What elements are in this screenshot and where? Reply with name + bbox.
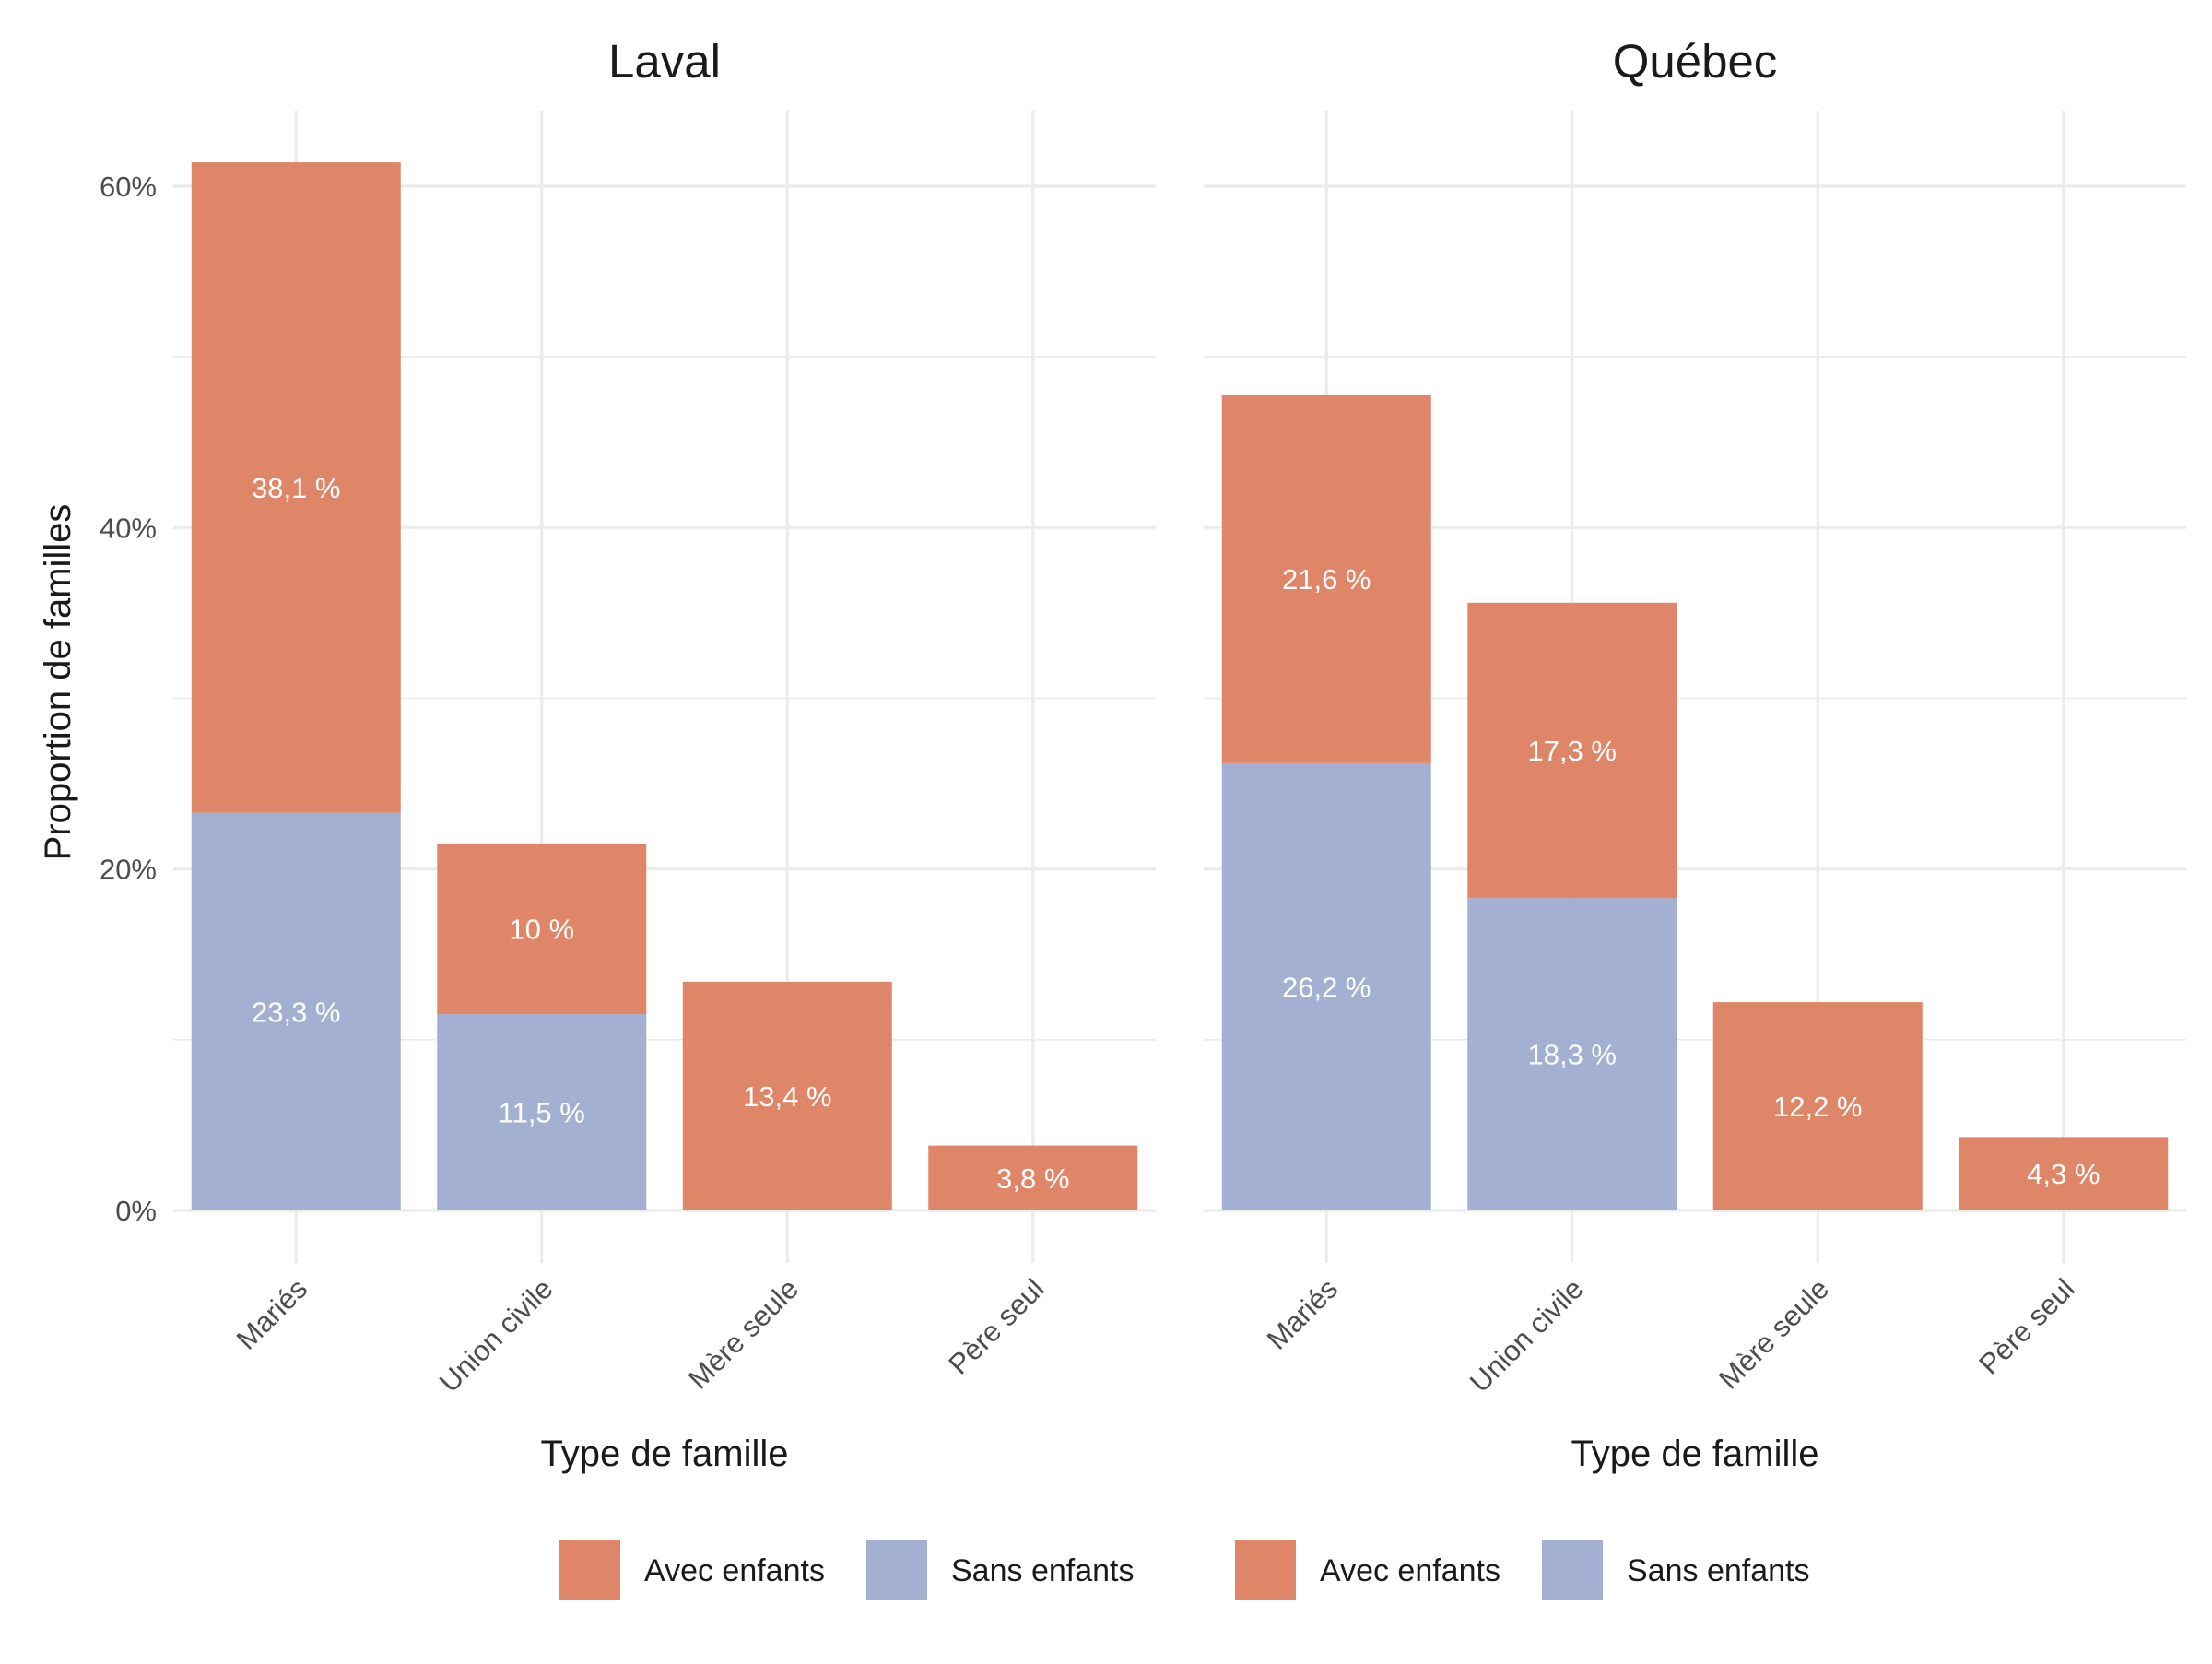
legend-swatch-1-sans-enfants bbox=[866, 1540, 927, 1600]
y-tick-label-40: 40% bbox=[100, 512, 157, 544]
legend-label-2-sans-enfants: Sans enfants bbox=[1627, 1553, 1809, 1588]
legend-layer: Avec enfants Sans enfants Avec enfants Sans… bbox=[559, 1540, 1809, 1600]
legend-label-2-avec-enfants: Avec enfants bbox=[1320, 1553, 1500, 1588]
x-tick-label-laval-pere-seul: Père seul bbox=[942, 1272, 1050, 1380]
y-axis-title: Proportion de familles bbox=[38, 504, 78, 861]
x-tick-label-laval-union-civile: Union civile bbox=[433, 1272, 559, 1398]
y-tick-label-0: 0% bbox=[115, 1195, 157, 1227]
panel-title-laval: Laval bbox=[608, 35, 721, 88]
bar-label-laval-pere-seul-avec-enfants: 3,8 % bbox=[996, 1162, 1069, 1195]
bar-quebec-maries-sans-enfants bbox=[1221, 762, 1431, 1210]
bar-label-quebec-union-civile-sans-enfants: 18,3 % bbox=[1527, 1039, 1617, 1071]
bar-label-quebec-mere-seule-avec-enfants: 12,2 % bbox=[1773, 1091, 1863, 1123]
x-axis-title-quebec: Type de famille bbox=[1571, 1434, 1818, 1474]
bar-quebec-mere-seule-avec-enfants bbox=[1712, 1002, 1923, 1210]
bar-laval-union-civile-avec-enfants bbox=[437, 843, 647, 1015]
x-tick-label-quebec-mere-seule: Mère seule bbox=[1712, 1272, 1835, 1395]
panel-title-quebec: Québec bbox=[1613, 35, 1778, 88]
bar-quebec-union-civile-avec-enfants bbox=[1467, 602, 1677, 899]
bar-label-quebec-maries-avec-enfants: 21,6 % bbox=[1282, 563, 1371, 596]
x-axis-title-laval: Type de famille bbox=[540, 1434, 788, 1474]
legend-label-1-avec-enfants: Avec enfants bbox=[644, 1553, 825, 1588]
bar-laval-maries-sans-enfants bbox=[191, 812, 401, 1210]
legend-swatch-1-avec-enfants bbox=[559, 1540, 620, 1600]
bar-laval-mere-seule-avec-enfants bbox=[682, 981, 892, 1210]
y-tick-label-20: 20% bbox=[100, 854, 157, 886]
bar-quebec-pere-seul-avec-enfants bbox=[1959, 1137, 2169, 1210]
bar-label-quebec-maries-sans-enfants: 26,2 % bbox=[1282, 971, 1371, 1003]
bar-label-laval-maries-avec-enfants: 38,1 % bbox=[252, 472, 341, 504]
bar-laval-pere-seul-avec-enfants bbox=[928, 1145, 1138, 1210]
bars-layer bbox=[191, 162, 2169, 1210]
x-tick-label-laval-maries: Mariés bbox=[230, 1272, 314, 1356]
bar-quebec-maries-avec-enfants bbox=[1221, 394, 1431, 763]
y-tick-label-60: 60% bbox=[100, 171, 157, 203]
bar-label-quebec-pere-seul-avec-enfants: 4,3 % bbox=[2027, 1158, 2100, 1190]
legend-swatch-2-avec-enfants bbox=[1235, 1540, 1296, 1600]
bar-label-laval-union-civile-sans-enfants: 11,5 % bbox=[499, 1097, 585, 1129]
bar-laval-maries-avec-enfants bbox=[191, 162, 401, 813]
bar-laval-union-civile-sans-enfants bbox=[437, 1014, 647, 1210]
bar-label-laval-mere-seule-avec-enfants: 13,4 % bbox=[743, 1080, 832, 1113]
bar-label-laval-maries-sans-enfants: 23,3 % bbox=[252, 996, 341, 1028]
legend-swatch-2-sans-enfants bbox=[1542, 1540, 1603, 1600]
bar-label-laval-union-civile-avec-enfants: 10 % bbox=[509, 913, 574, 945]
legend-label-1-sans-enfants: Sans enfants bbox=[951, 1553, 1134, 1588]
x-tick-label-laval-mere-seule: Mère seule bbox=[682, 1272, 805, 1395]
bar-label-quebec-union-civile-avec-enfants: 17,3 % bbox=[1527, 735, 1617, 767]
bar-quebec-union-civile-sans-enfants bbox=[1467, 898, 1677, 1210]
x-tick-label-quebec-maries: Mariés bbox=[1261, 1272, 1345, 1356]
x-tick-label-quebec-pere-seul: Père seul bbox=[1972, 1272, 2080, 1380]
x-tick-label-quebec-union-civile: Union civile bbox=[1464, 1272, 1590, 1398]
